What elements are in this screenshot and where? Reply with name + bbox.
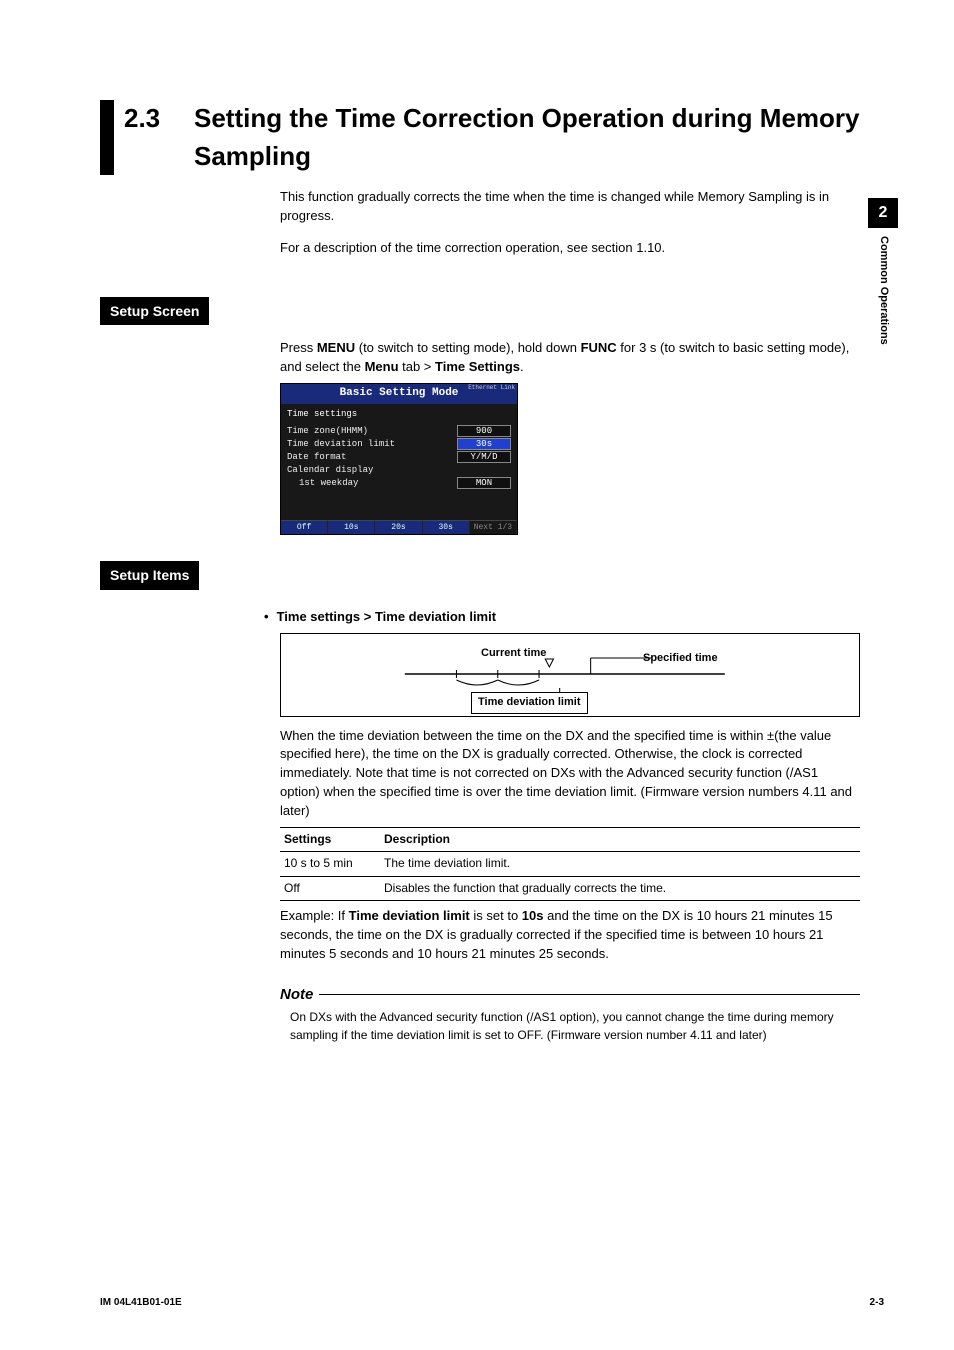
screenshot-field-row: Time zone(HHMM)900 xyxy=(287,425,511,438)
explain-paragraph: When the time deviation between the time… xyxy=(280,727,860,821)
screenshot-softkey: 10s xyxy=(328,520,375,535)
side-tab: 2 Common Operations xyxy=(868,198,898,345)
time-deviation-diagram: Current time Specified time Time deviati… xyxy=(280,633,860,717)
diagram-specified-time-label: Specified time xyxy=(643,651,718,667)
setup-items-body: •Time settings > Time deviation limit xyxy=(280,608,860,1044)
screenshot-field-label: Time deviation limit xyxy=(287,438,457,451)
screenshot-softkey: 30s xyxy=(423,520,470,535)
screenshot-field-row: Calendar display xyxy=(287,464,511,477)
chapter-title-vertical: Common Operations xyxy=(875,236,891,345)
footer-right: 2-3 xyxy=(870,1296,884,1311)
table-cell: 10 s to 5 min xyxy=(280,852,380,876)
screenshot-softkey: Off xyxy=(281,520,328,535)
setup-items-label: Setup Items xyxy=(100,561,199,589)
intro-p1: This function gradually corrects the tim… xyxy=(280,188,840,226)
table-cell: The time deviation limit. xyxy=(380,852,860,876)
page: 2 Common Operations 2.3 Setting the Time… xyxy=(0,0,954,1350)
screenshot-field-value: MON xyxy=(457,477,511,489)
setup-screen-body: Press MENU (to switch to setting mode), … xyxy=(280,339,860,535)
screenshot-softkeys: Off10s20s30sNext 1/3 xyxy=(281,520,517,535)
screenshot-field-label: Calendar display xyxy=(287,464,511,477)
table-row: OffDisables the function that gradually … xyxy=(280,876,860,900)
settings-table: Settings Description 10 s to 5 minThe ti… xyxy=(280,827,860,901)
section-title: Setting the Time Correction Operation du… xyxy=(194,100,884,175)
screenshot-subtitle: Time settings xyxy=(281,404,517,423)
title-bar xyxy=(100,100,114,175)
note-rule xyxy=(319,994,860,995)
screenshot-field-row: 1st weekdayMON xyxy=(287,477,511,490)
footer-left: IM 04L41B01-01E xyxy=(100,1296,182,1311)
screenshot-field-value: 30s xyxy=(457,438,511,450)
bullet-heading: •Time settings > Time deviation limit xyxy=(264,608,860,627)
settings-header-1: Description xyxy=(380,827,860,851)
screenshot-field-label: Time zone(HHMM) xyxy=(287,425,457,438)
screenshot-softkey: 20s xyxy=(375,520,422,535)
note-block: Note On DXs with the Advanced security f… xyxy=(280,984,860,1045)
screenshot-fields: Time zone(HHMM)900Time deviation limit30… xyxy=(281,423,517,520)
setup-screen-label: Setup Screen xyxy=(100,297,209,325)
screenshot-field-label: Date format xyxy=(287,451,457,464)
screenshot-field-value: 900 xyxy=(457,425,511,437)
section-title-block: 2.3 Setting the Time Correction Operatio… xyxy=(100,100,884,175)
screenshot-field-row: Date formatY/M/D xyxy=(287,451,511,464)
page-footer: IM 04L41B01-01E 2-3 xyxy=(100,1296,884,1311)
table-cell: Disables the function that gradually cor… xyxy=(380,876,860,900)
device-screenshot: Basic Setting Mode Ethernet Link Time se… xyxy=(280,383,518,536)
screenshot-field-label: 1st weekday xyxy=(287,477,457,490)
chapter-number-badge: 2 xyxy=(868,198,898,228)
setup-screen-instruction: Press MENU (to switch to setting mode), … xyxy=(280,339,860,377)
screenshot-field-row: Time deviation limit30s xyxy=(287,438,511,451)
screenshot-titlebar: Basic Setting Mode Ethernet Link xyxy=(281,384,517,404)
intro-text: This function gradually corrects the tim… xyxy=(280,188,840,258)
screenshot-softkey: Next 1/3 xyxy=(470,520,517,535)
settings-header-0: Settings xyxy=(280,827,380,851)
example-paragraph: Example: If Time deviation limit is set … xyxy=(280,907,860,964)
diagram-current-time-label: Current time xyxy=(481,646,546,662)
screenshot-field-value: Y/M/D xyxy=(457,451,511,463)
table-cell: Off xyxy=(280,876,380,900)
section-number: 2.3 xyxy=(124,100,194,138)
note-body: On DXs with the Advanced security functi… xyxy=(280,1009,860,1044)
intro-p2: For a description of the time correction… xyxy=(280,239,840,258)
table-row: 10 s to 5 minThe time deviation limit. xyxy=(280,852,860,876)
ethernet-link-label: Ethernet Link xyxy=(468,385,515,391)
diagram-deviation-box: Time deviation limit xyxy=(471,692,588,714)
screenshot-title: Basic Setting Mode xyxy=(340,387,459,399)
note-heading: Note xyxy=(280,984,313,1006)
